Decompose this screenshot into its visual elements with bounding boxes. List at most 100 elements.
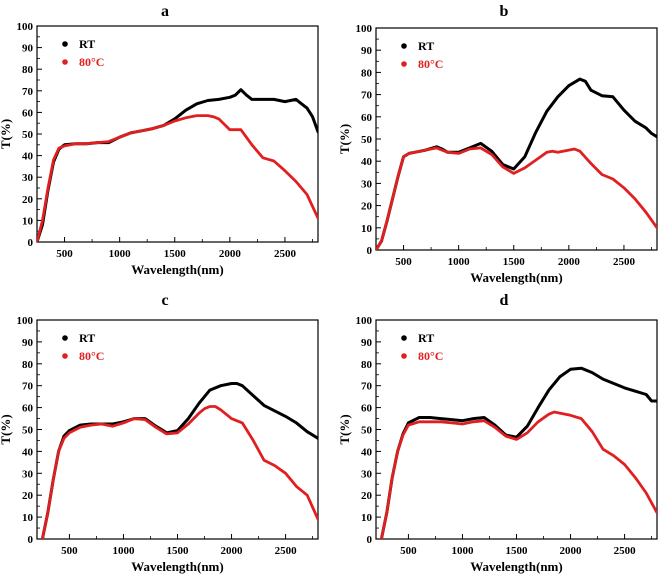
x-tick-label: 2000 [221,545,244,557]
y-tick-label: 100 [356,23,373,35]
y-tick-label: 40 [22,151,34,163]
legend-entry: RT [418,39,434,53]
y-axis-title: T(%) [337,414,352,444]
series-line-rt [379,366,657,539]
y-tick-label: 60 [361,112,373,124]
y-tick-label: 90 [361,337,373,349]
y-tick-label: 0 [28,534,34,546]
x-tick-label: 2000 [558,256,581,268]
y-axis-title: T(%) [0,119,13,149]
series-line-80c [41,405,318,539]
chart-panel-d: d 0 10 20 30 40 50 60 70 80 90 100 500 1000 1500 2000 25… [337,292,658,574]
y-tick-label: 20 [22,490,34,502]
x-tick-label: 500 [61,545,78,557]
y-tick-label: 100 [17,315,34,327]
y-tick-label: 60 [22,107,34,119]
panel-letter: d [500,292,509,309]
x-axis-title: Wavelength(nm) [470,270,562,285]
x-tick-label: 2000 [219,248,242,260]
legend-entry: 80°C [79,349,104,363]
y-tick-label: 70 [22,381,34,393]
series-line-rt [376,77,657,250]
x-tick-label: 2500 [613,256,636,268]
x-axis-title: Wavelength(nm) [470,559,562,574]
y-tick-label: 90 [361,45,373,57]
y-tick-label: 10 [22,512,34,524]
y-tick-label: 30 [22,468,34,480]
x-axis-title: Wavelength(nm) [131,559,223,574]
panel-letter: a [161,3,169,20]
x-tick-label: 1000 [448,256,471,268]
legend-entry: 80°C [418,349,443,363]
legend-marker [401,353,407,359]
x-tick-label: 1000 [451,545,474,557]
panel-letter: b [500,3,509,20]
y-tick-label: 40 [22,446,34,458]
legend-marker [62,353,68,359]
series-line-80c [376,146,657,250]
y-tick-label: 10 [22,215,34,227]
y-tick-label: 50 [22,129,34,141]
y-tick-label: 80 [22,64,34,76]
y-tick-label: 20 [361,490,373,502]
y-tick-label: 20 [361,201,373,213]
y-tick-label: 40 [361,156,373,168]
y-tick-label: 70 [361,90,373,102]
x-tick-label: 1000 [109,248,132,260]
x-tick-label: 2500 [614,545,637,557]
y-axis-title: T(%) [0,414,13,444]
y-tick-label: 90 [22,337,34,349]
y-tick-label: 40 [361,446,373,458]
y-tick-label: 50 [361,425,373,437]
series-line-80c [380,410,657,539]
legend-marker [62,41,68,47]
x-tick-label: 1000 [112,545,135,557]
y-tick-label: 0 [367,534,373,546]
x-tick-label: 1500 [503,256,526,268]
x-tick-label: 2500 [275,545,298,557]
legend-entry: 80°C [418,57,443,71]
legend-entry: 80°C [79,55,104,69]
legend-marker [401,61,407,67]
panel-letter: c [161,292,168,309]
y-tick-label: 20 [22,194,34,206]
legend-marker [62,59,68,65]
y-tick-label: 0 [367,245,373,257]
y-axis-title: T(%) [337,124,352,154]
x-tick-label: 1500 [506,545,529,557]
legend-marker [62,335,68,341]
legend-entry: RT [79,331,95,345]
y-tick-label: 50 [361,134,373,146]
legend-marker [401,335,407,341]
x-tick-label: 1500 [164,248,187,260]
x-tick-label: 2500 [274,248,297,260]
y-tick-label: 70 [22,86,34,98]
series-line-80c [37,114,318,242]
chart-panel-c: c 0 10 20 30 40 50 60 70 80 90 100 500 1000 1500 2000 25… [0,292,319,574]
y-tick-label: 80 [22,359,34,371]
x-axis-title: Wavelength(nm) [131,262,223,277]
y-tick-label: 100 [17,21,34,33]
legend-marker [401,43,407,49]
y-tick-label: 100 [356,315,373,327]
chart-panel-a: a 0 10 20 30 40 50 60 70 80 90 100 500 1000 1500 2000 25… [0,3,319,277]
series-line-rt [37,88,318,242]
y-tick-label: 30 [22,172,34,184]
x-tick-label: 500 [395,256,412,268]
y-tick-label: 90 [22,43,34,55]
legend-entry: RT [79,37,95,51]
y-tick-label: 60 [22,403,34,415]
y-tick-label: 0 [28,237,34,249]
x-tick-label: 500 [56,248,73,260]
y-tick-label: 80 [361,67,373,79]
x-tick-label: 1500 [167,545,190,557]
y-tick-label: 70 [361,381,373,393]
y-tick-label: 10 [361,512,373,524]
x-tick-label: 500 [400,545,417,557]
y-tick-label: 30 [361,468,373,480]
chart-panel-b: b 0 10 20 30 40 50 60 70 80 90 100 500 1000 1500 2000 25… [337,3,658,285]
series-line-rt [40,382,318,539]
y-tick-label: 80 [361,359,373,371]
x-tick-label: 2000 [560,545,583,557]
